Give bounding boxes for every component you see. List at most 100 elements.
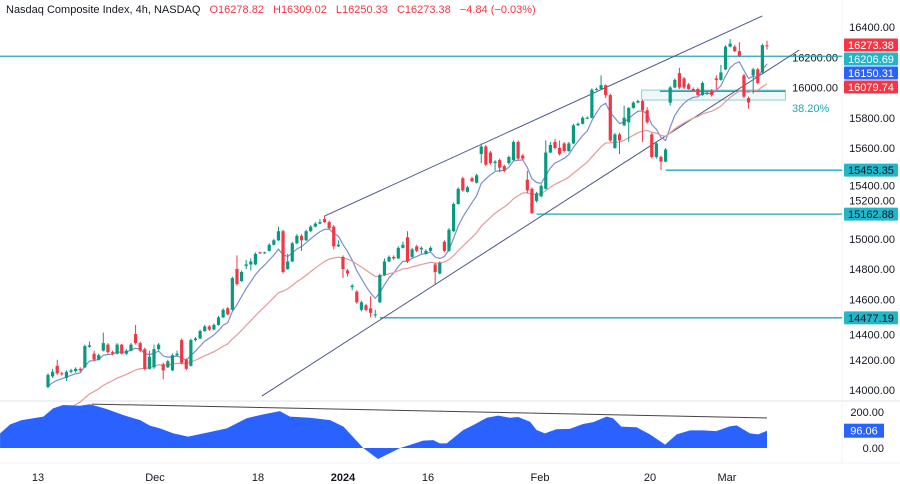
candle-body	[332, 226, 336, 247]
candle	[746, 96, 751, 109]
candle-body	[511, 141, 516, 161]
candle-body	[364, 305, 368, 310]
candle	[710, 89, 714, 97]
oscillator-tick-label: 0.00	[863, 443, 884, 455]
candle-body	[585, 117, 589, 119]
candle-body	[687, 84, 691, 90]
candle	[129, 343, 133, 352]
price-tick-label: 14000.00	[849, 385, 895, 397]
candle-body	[336, 244, 340, 247]
candle-body	[682, 78, 686, 88]
candle	[751, 67, 755, 94]
candle	[387, 255, 391, 263]
candle	[392, 255, 396, 260]
candle	[124, 349, 128, 356]
candle	[364, 303, 368, 312]
high-value: H16309.02	[273, 4, 327, 16]
candle-body	[350, 285, 354, 288]
candle-body	[147, 356, 151, 369]
candle	[78, 367, 82, 372]
candle	[249, 258, 253, 271]
candle	[74, 367, 78, 373]
candle-body	[760, 45, 764, 73]
candle-body	[447, 229, 451, 251]
candle-body	[64, 371, 69, 378]
candle-body	[249, 261, 253, 265]
time-tick-label: 18	[252, 472, 264, 484]
candle	[447, 228, 451, 252]
candle	[322, 216, 327, 223]
candle-body	[396, 247, 400, 259]
candle	[309, 225, 313, 232]
candle	[645, 107, 649, 124]
oscillator-value-bg	[844, 423, 884, 438]
candle	[511, 140, 516, 161]
price-label: 16206.69	[848, 54, 894, 66]
candle-body	[728, 43, 732, 47]
time-tick-label: 20	[644, 472, 656, 484]
candle-body	[502, 166, 506, 171]
candle-body	[170, 355, 175, 371]
price-label-bg	[844, 52, 898, 66]
candle-body	[382, 261, 387, 276]
candle	[216, 315, 221, 326]
candle	[613, 132, 617, 149]
candle-body	[571, 125, 576, 144]
candle	[92, 350, 96, 362]
candle-body	[484, 146, 488, 165]
candle	[378, 273, 382, 304]
candle-body	[295, 235, 299, 244]
candle-body	[442, 241, 446, 251]
candle	[276, 226, 281, 242]
candle-body	[557, 148, 562, 155]
candle-body	[590, 89, 594, 118]
candle-body	[493, 161, 497, 164]
candle	[258, 251, 262, 254]
candle	[170, 353, 175, 372]
candle-body	[581, 117, 585, 124]
candle-body	[645, 110, 649, 123]
candle	[175, 350, 179, 357]
candle-body	[74, 368, 78, 372]
candle-body	[387, 256, 391, 262]
candle-body	[636, 101, 640, 103]
candle-body	[138, 343, 142, 351]
candle-body	[419, 247, 423, 250]
candle-body	[415, 246, 419, 251]
candle-body	[742, 75, 746, 97]
candle-body	[327, 222, 331, 229]
candle-body	[203, 326, 207, 332]
candle	[581, 116, 585, 125]
candle	[756, 67, 760, 85]
oscillator-tick-label: 200.00	[850, 407, 884, 419]
price-tick-label: 16000.00	[792, 83, 838, 95]
symbol-title[interactable]: Nasdaq Composite Index, 4h, NASDAQ	[6, 4, 201, 16]
candle	[106, 343, 110, 354]
candle-body	[97, 355, 101, 360]
candle-body	[87, 345, 92, 347]
candle-body	[631, 102, 635, 108]
candles-group	[46, 39, 769, 389]
candle-body	[189, 340, 193, 366]
candle	[143, 347, 147, 371]
level-label-bg	[844, 207, 898, 221]
candle	[396, 246, 400, 260]
candle-body	[640, 101, 645, 111]
candle-body	[272, 240, 276, 245]
candle-body	[705, 92, 709, 94]
candle-body	[184, 359, 188, 369]
candle	[548, 141, 552, 154]
candle	[687, 82, 691, 90]
candle	[373, 309, 377, 318]
candle-body	[161, 364, 165, 371]
candle	[336, 240, 340, 248]
candle-body	[451, 203, 456, 232]
candle-body	[78, 368, 82, 371]
candle	[456, 187, 460, 205]
candle-body	[567, 143, 571, 152]
candle-body	[51, 371, 55, 377]
candle	[562, 141, 566, 153]
candle-body	[617, 134, 622, 141]
candle	[87, 341, 92, 348]
